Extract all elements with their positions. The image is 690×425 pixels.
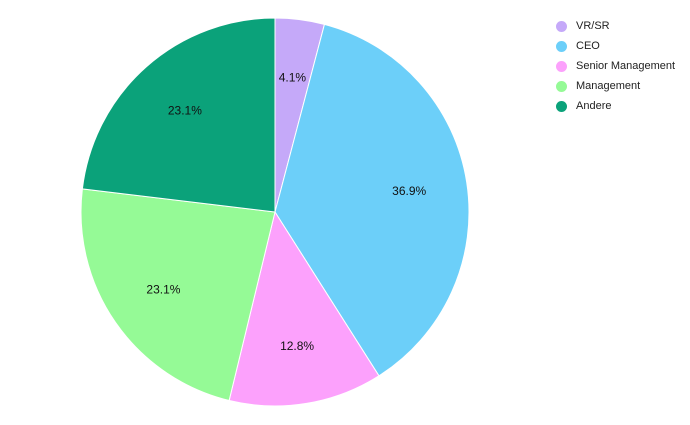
pie-slice-labels: 4.1% 36.9% 12.8% 23.1% 23.1% (146, 70, 426, 353)
legend-label: CEO (576, 40, 600, 52)
legend-label: Management (576, 80, 641, 92)
pie-slice (81, 17, 276, 213)
legend-item: Management (556, 76, 675, 96)
pie-slice-label: 4.1% (279, 70, 307, 84)
legend-item: CEO (556, 36, 675, 56)
pie-slice-label: 23.1% (146, 282, 180, 296)
legend-swatch (556, 60, 567, 72)
chart-legend: VR/SR CEO Senior Management Management Ander… (556, 16, 675, 116)
pie-slice (80, 188, 276, 402)
legend-item: Andere (556, 96, 675, 116)
legend-label: Senior Management (576, 60, 676, 72)
legend-label: VR/SR (576, 20, 610, 32)
pie-slice-label: 36.9% (392, 184, 426, 198)
legend-item: VR/SR (556, 16, 675, 36)
legend-label: Andere (576, 100, 612, 112)
legend-swatch (556, 40, 567, 52)
legend-swatch (556, 80, 567, 92)
pie-slices (80, 17, 470, 407)
pie-slice-label: 12.8% (280, 339, 314, 353)
pie-slice (228, 210, 380, 407)
legend-swatch (556, 20, 567, 32)
legend-swatch (556, 100, 567, 112)
legend-item: Senior Management (556, 56, 675, 76)
pie-slice-label: 23.1% (168, 103, 202, 117)
